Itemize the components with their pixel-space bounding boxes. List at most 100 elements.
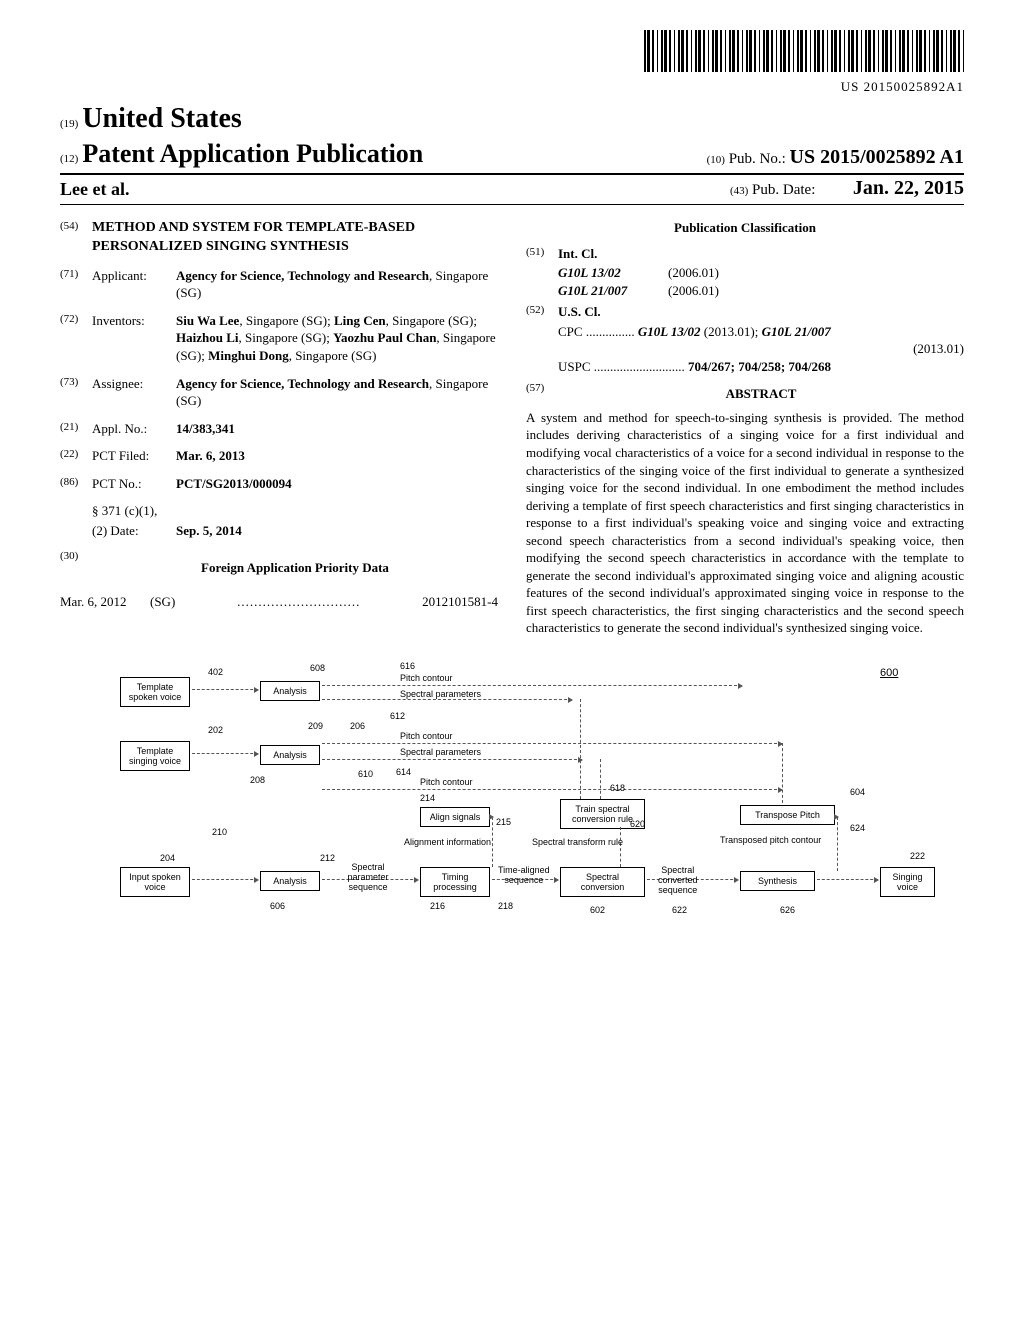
line	[580, 699, 581, 799]
ref-606: 606	[270, 901, 285, 911]
pub-no-code: (10)	[707, 154, 725, 166]
uspc-label: USPC	[558, 359, 591, 374]
ref-602: 602	[590, 905, 605, 915]
priority-number: 2012101581-4	[422, 593, 498, 611]
inventors-code: (72)	[60, 312, 92, 365]
right-column: Publication Classification (51) Int. Cl.…	[526, 219, 964, 637]
pub-no: US 2015/0025892 A1	[790, 146, 964, 168]
classification-heading: Publication Classification	[526, 219, 964, 237]
assignee-label: Assignee:	[92, 375, 176, 410]
cpc-dots: ...............	[586, 324, 635, 339]
ref-614: 614	[396, 767, 411, 777]
pct-label: PCT No.:	[92, 475, 176, 493]
assignee-name: Agency for Science, Technology and Resea…	[176, 376, 429, 391]
barcode-area: US 20150025892A1	[60, 30, 964, 95]
arrow	[492, 817, 493, 867]
abstract-heading: ABSTRACT	[558, 385, 964, 403]
cpc1-year: (2013.01);	[704, 324, 759, 339]
pub-type: Patent Application Publication	[82, 139, 423, 168]
pub-date-label: Pub. Date:	[752, 182, 815, 198]
filed-code: (22)	[60, 447, 92, 465]
ref-624: 624	[850, 823, 865, 833]
applicant-label: Applicant:	[92, 267, 176, 302]
ref-214: 214	[420, 793, 435, 803]
applicant-code: (71)	[60, 267, 92, 302]
arrow	[192, 879, 258, 880]
sect-date: Sep. 5, 2014	[176, 522, 498, 540]
label-time-aligned: Time-alignedsequence	[498, 865, 550, 885]
box-input-spoken: Input spokenvoice	[120, 867, 190, 897]
filed-label: PCT Filed:	[92, 447, 176, 465]
title-code: (54)	[60, 219, 92, 257]
box-analysis2: Analysis	[260, 745, 320, 765]
intcl-label: Int. Cl.	[558, 245, 964, 263]
arrow	[817, 879, 878, 880]
ref-618: 618	[610, 783, 625, 793]
assignee-code: (73)	[60, 375, 92, 410]
cpc2: G10L 21/007	[762, 324, 831, 339]
pub-no-label: Pub. No.:	[729, 151, 786, 167]
uspc: 704/267; 704/258; 704/268	[688, 359, 831, 374]
pct-no: PCT/SG2013/000094	[176, 475, 498, 493]
left-column: (54) METHOD AND SYSTEM FOR TEMPLATE-BASE…	[60, 219, 498, 637]
arrow	[322, 789, 782, 790]
country: United States	[82, 103, 241, 134]
arrow	[192, 689, 258, 690]
intcl1: G10L 13/02	[558, 264, 668, 282]
ref-209: 209	[308, 721, 323, 731]
priority-country: (SG)	[150, 593, 175, 611]
header: (19) United States (12) Patent Applicati…	[60, 103, 964, 205]
uscl-code: (52)	[526, 303, 558, 321]
priority-dots: .............................	[175, 593, 422, 611]
line	[600, 759, 601, 799]
arrow	[192, 753, 258, 754]
ref-204: 204	[160, 853, 175, 863]
barcode-number: US 20150025892A1	[60, 79, 964, 95]
main-content: (54) METHOD AND SYSTEM FOR TEMPLATE-BASE…	[60, 219, 964, 637]
filed-date: Mar. 6, 2013	[176, 447, 498, 465]
arrow	[322, 743, 782, 744]
label-transposed: Transposed pitch contour	[720, 835, 821, 845]
ref-610: 610	[358, 769, 373, 779]
pub-type-code: (12)	[60, 153, 78, 165]
ref-626: 626	[780, 905, 795, 915]
label-spectral-rule: Spectral transform rule	[532, 837, 623, 847]
box-template-spoken: Templatespoken voice	[120, 677, 190, 707]
ref-216: 216	[430, 901, 445, 911]
priority-heading: Foreign Application Priority Data	[92, 559, 498, 577]
arrow	[322, 759, 582, 760]
ref-620: 620	[630, 819, 645, 829]
ref-218: 218	[498, 901, 513, 911]
box-singing-out: Singingvoice	[880, 867, 935, 897]
line	[620, 827, 621, 867]
applicant-value: Agency for Science, Technology and Resea…	[176, 267, 498, 302]
arrow	[837, 817, 838, 871]
ref-622: 622	[672, 905, 687, 915]
appl-no: 14/383,341	[176, 420, 498, 438]
priority-code: (30)	[60, 549, 92, 583]
sect-date-label: (2) Date:	[92, 522, 176, 540]
box-spectral-conv: Spectralconversion	[560, 867, 645, 897]
barcode	[644, 30, 964, 72]
uscl-label: U.S. Cl.	[558, 303, 964, 321]
label-pitch1: Pitch contour	[400, 673, 453, 683]
ref-212: 212	[320, 853, 335, 863]
pub-date: Jan. 22, 2015	[853, 177, 964, 199]
label-align-info: Alignment information	[404, 837, 491, 847]
inventors-label: Inventors:	[92, 312, 176, 365]
cpc1: G10L 13/02	[638, 324, 701, 339]
uspc-dots: ............................	[594, 359, 685, 374]
box-analysis1: Analysis	[260, 681, 320, 701]
abstract-text: A system and method for speech-to-singin…	[526, 409, 964, 637]
country-code: (19)	[60, 118, 78, 130]
arrow	[322, 685, 742, 686]
priority-date: Mar. 6, 2012	[60, 593, 150, 611]
intcl-code: (51)	[526, 245, 558, 263]
label-spectral2: Spectral parameters	[400, 747, 481, 757]
appl-code: (21)	[60, 420, 92, 438]
applicant-name: Agency for Science, Technology and Resea…	[176, 268, 429, 283]
pct-code: (86)	[60, 475, 92, 493]
ref-600: 600	[880, 667, 898, 679]
box-transpose: Transpose Pitch	[740, 805, 835, 825]
intcl2-year: (2006.01)	[668, 282, 719, 300]
